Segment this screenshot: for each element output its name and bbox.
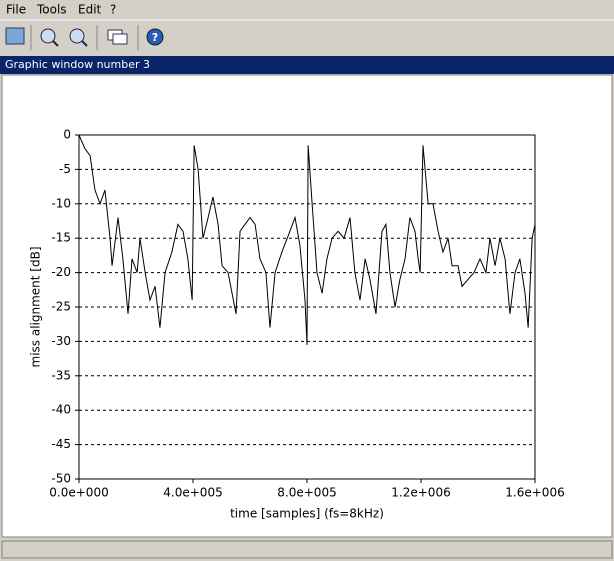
x-tick-label: 0.0e+000 <box>49 486 108 500</box>
y-tick-label: -40 <box>51 403 71 417</box>
y-tick-label: -25 <box>51 300 71 314</box>
unzoom-button[interactable] <box>69 28 88 47</box>
y-tick-label: -20 <box>51 265 71 279</box>
toolbar: ? <box>5 25 164 50</box>
y-axis-label: miss alignment [dB] <box>29 247 43 368</box>
y-tick-label: 0 <box>63 128 71 142</box>
menu-edit[interactable]: Edit <box>78 3 102 17</box>
title-bar <box>0 56 614 74</box>
y-tick-label: -15 <box>51 231 71 245</box>
data-line <box>78 134 536 345</box>
svg-text:?: ? <box>152 31 158 44</box>
x-tick-label: 4.0e+005 <box>163 486 222 500</box>
status-bar <box>1 540 613 559</box>
axes-frame <box>78 134 536 480</box>
zoom-button[interactable] <box>40 28 59 47</box>
x-tick-label: 1.2e+006 <box>391 486 450 500</box>
window-title: Graphic window number 3 <box>5 58 150 71</box>
y-tick-label: -50 <box>51 472 71 486</box>
x-tick-label: 8.0e+005 <box>277 486 336 500</box>
x-tick-label: 1.6e+006 <box>505 486 564 500</box>
menu-file[interactable]: File <box>6 3 26 17</box>
menu-tools[interactable]: Tools <box>36 3 67 17</box>
y-tick-label: -5 <box>59 162 71 176</box>
menu-help[interactable]: ? <box>110 3 116 17</box>
rotate-button[interactable] <box>5 27 25 45</box>
y-tick-label: -30 <box>51 334 71 348</box>
x-axis-label: time [samples] (fs=8kHz) <box>230 507 384 521</box>
y-tick-label: -35 <box>51 368 71 382</box>
help-button[interactable]: ? <box>146 28 164 46</box>
datatip-button[interactable] <box>107 29 128 45</box>
y-tick-label: -45 <box>51 437 71 451</box>
y-tick-label: -10 <box>51 196 71 210</box>
